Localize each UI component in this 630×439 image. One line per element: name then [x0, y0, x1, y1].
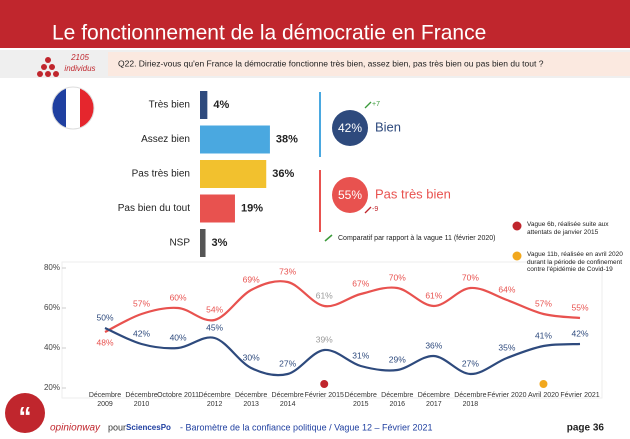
quote-icon: [5, 393, 45, 433]
change-arrow: [364, 206, 372, 214]
bar-label: NSP: [169, 238, 190, 249]
summary-name: Pas très bien: [375, 186, 451, 201]
data-label: 64%: [498, 284, 515, 294]
data-label: 55%: [571, 302, 588, 312]
footer-partner: SciencesPo: [126, 423, 171, 432]
x-tick-label: Décembre 2018: [454, 392, 487, 408]
note-icon: [512, 251, 522, 261]
bar-value: 3%: [212, 237, 228, 249]
data-label: 31%: [352, 350, 369, 360]
sample-unit: individus: [64, 64, 95, 73]
y-tick-label: 40%: [44, 343, 60, 352]
question-box: [108, 52, 630, 76]
footer-caption: - Baromètre de la confiance politique / …: [180, 422, 432, 432]
data-label: 27%: [279, 358, 296, 368]
data-label: 67%: [352, 278, 369, 288]
data-label: 39%: [316, 334, 333, 344]
x-tick-label: Décembre 2017: [417, 392, 450, 408]
y-tick-label: 60%: [44, 303, 60, 312]
data-label: 61%: [316, 290, 333, 300]
bar-value: 36%: [272, 168, 294, 180]
data-label: 36%: [425, 340, 442, 350]
bar-value: 4%: [213, 99, 229, 111]
x-tick-label: Octobre 2011: [157, 392, 200, 399]
summary-value: 42%: [338, 121, 362, 135]
data-label: 57%: [133, 298, 150, 308]
data-label: 57%: [535, 298, 552, 308]
data-label: 42%: [133, 328, 150, 338]
bar-label: Pas très bien: [132, 169, 190, 180]
x-tick-label: Décembre 2015: [344, 392, 377, 408]
data-label: 60%: [170, 292, 187, 302]
bar: [200, 229, 206, 257]
bar: [200, 160, 267, 188]
summary-bubble: [332, 177, 368, 213]
summary-name: Bien: [375, 119, 401, 134]
footer-page: page 36: [567, 423, 605, 434]
question: Q22. Diriez-vous qu'en France la démocra…: [118, 58, 544, 68]
x-tick-label: Décembre 2016: [381, 392, 414, 408]
bar-value: 19%: [241, 202, 263, 214]
footer-pour: pour: [108, 422, 126, 432]
y-tick-label: 80%: [44, 263, 60, 272]
chart-frame: [61, 261, 603, 399]
bar: [200, 125, 270, 154]
data-label: 35%: [498, 342, 515, 352]
x-tick-label: Février 2015: [304, 392, 344, 399]
x-tick-label: Décembre 2009: [88, 392, 122, 408]
data-label: 73%: [279, 266, 296, 276]
data-label: 54%: [206, 304, 223, 314]
x-tick-label: Décembre 2012: [198, 392, 231, 408]
title: Le fonctionnement de la démocratie en Fr…: [52, 22, 486, 45]
data-label: 29%: [389, 354, 406, 364]
data-label: 42%: [571, 328, 588, 338]
comparison-note: Comparatif par rapport à la vague 11 (fé…: [338, 235, 495, 242]
summary-value: 55%: [338, 188, 362, 202]
data-label: 69%: [243, 274, 260, 284]
note-text: Vague 11b, réalisée en avril 2020 durant…: [527, 251, 623, 273]
data-label: 61%: [425, 290, 442, 300]
note-icon: [512, 221, 522, 231]
data-label: 45%: [206, 322, 223, 332]
footer-brand: opinionway: [50, 423, 101, 434]
bar-label: Assez bien: [141, 134, 190, 145]
x-tick-label: Février 2021: [560, 392, 600, 399]
change-arrow: [364, 101, 372, 109]
bar-label: Très bien: [149, 100, 190, 111]
summary-change: -9: [372, 206, 378, 213]
data-label: 41%: [535, 330, 552, 340]
x-tick-label: Avril 2020: [527, 392, 559, 399]
data-label: 30%: [243, 352, 260, 362]
people-icon: [37, 57, 59, 77]
bar-label: Pas bien du tout: [118, 203, 190, 214]
data-label: 27%: [462, 358, 479, 368]
summary-bubble: [332, 110, 368, 146]
quote-mark: “: [19, 401, 32, 431]
x-tick-label: Décembre 2010: [125, 392, 158, 408]
flag: [51, 86, 95, 130]
line: [104, 326, 581, 377]
bar-value: 38%: [276, 133, 298, 145]
event-marker: [320, 380, 329, 388]
x-tick-label: Décembre 2013: [234, 392, 268, 408]
data-label: 48%: [96, 337, 113, 347]
bar: [200, 91, 208, 119]
note-text: Vague 6b, réalisée suite aux attentats d…: [527, 221, 609, 236]
comparison-arrow: [324, 234, 333, 242]
x-tick-label: Février 2020: [487, 392, 527, 399]
data-label: 70%: [389, 272, 406, 282]
line: [104, 280, 581, 333]
y-tick-label: 20%: [44, 383, 60, 392]
header-band: [0, 0, 630, 48]
event-marker: [539, 380, 548, 388]
summary-change: +7: [372, 101, 380, 108]
data-label: 70%: [462, 272, 479, 282]
sample-size: 2105: [70, 53, 89, 62]
data-label: 40%: [170, 332, 187, 342]
data-label: 50%: [96, 312, 113, 322]
bar: [200, 194, 235, 223]
x-tick-label: Décembre 2014: [271, 392, 304, 408]
